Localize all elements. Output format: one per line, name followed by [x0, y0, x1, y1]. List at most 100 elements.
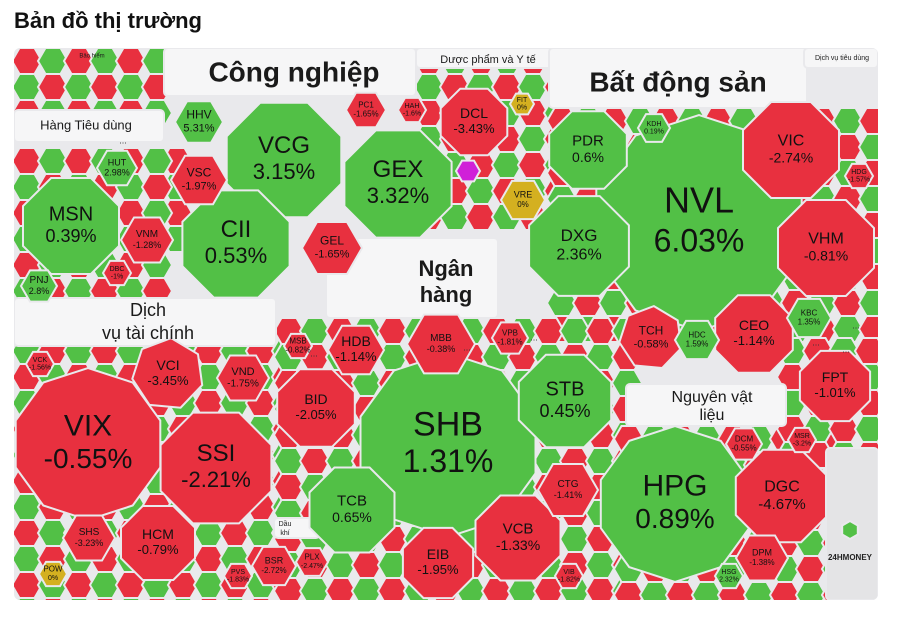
stock-cell-tcb[interactable]	[308, 466, 396, 554]
stock-cell-cii[interactable]	[181, 189, 291, 299]
tile-filler[interactable]	[857, 133, 878, 161]
stock-cell-dcm[interactable]	[724, 427, 764, 461]
stock-cell-pvs[interactable]	[222, 562, 254, 590]
stock-cell-vic[interactable]	[742, 101, 840, 199]
stock-cell-msb[interactable]	[282, 332, 314, 360]
stock-cell-hcm[interactable]	[120, 505, 196, 581]
stock-change-vci: -3.45%	[147, 373, 189, 388]
stock-cell-hsg[interactable]	[713, 562, 745, 590]
stock-cell-dgc[interactable]	[734, 448, 830, 544]
stock-cell-dbc[interactable]	[101, 259, 133, 287]
tile-filler[interactable]	[142, 597, 172, 600]
tile-filler[interactable]	[794, 581, 828, 600]
sector-label-htd: Hàng Tiêu dùng	[40, 117, 132, 132]
tile-filler[interactable]	[324, 577, 358, 600]
stock-cell-vnm[interactable]	[119, 216, 175, 264]
stock-change-dxg: 2.36%	[556, 247, 601, 264]
tile-filler[interactable]	[831, 315, 865, 343]
stock-cell-ceiling[interactable]	[454, 159, 482, 183]
stock-cell-eib[interactable]	[401, 526, 475, 600]
stock-cell-vhm[interactable]	[777, 199, 875, 297]
stock-cell-vre[interactable]	[499, 179, 547, 221]
tile-filler[interactable]	[857, 315, 878, 343]
stock-change-vhm: -0.81%	[804, 248, 848, 264]
stock-cell-fit[interactable]	[508, 92, 536, 116]
stock-ticker-tcb: TCB	[337, 493, 367, 510]
stock-cell-kbc[interactable]	[785, 297, 833, 339]
stock-cell-tch[interactable]	[618, 304, 683, 370]
stock-cell-vib[interactable]	[553, 562, 585, 590]
tile-filler[interactable]	[64, 597, 94, 600]
stock-cell-ctg[interactable]	[536, 463, 600, 517]
stock-cell-bsr[interactable]	[250, 545, 298, 587]
stock-change-dgc: -4.67%	[758, 496, 806, 513]
stock-cell-hpg[interactable]	[599, 424, 751, 584]
tile-filler[interactable]	[38, 597, 68, 600]
tile-filler[interactable]	[140, 173, 174, 201]
stock-cell-hah[interactable]	[396, 96, 428, 124]
stock-cell-dcl[interactable]	[439, 87, 509, 157]
tile-filler[interactable]	[194, 597, 224, 600]
stock-cell-hdc[interactable]	[673, 319, 721, 361]
tile-filler[interactable]	[246, 597, 276, 600]
brand-logo-icon[interactable]	[841, 519, 859, 541]
tile-filler[interactable]	[612, 581, 646, 600]
stock-cell-ceo[interactable]	[714, 294, 794, 374]
stock-cell-hdg[interactable]	[843, 162, 875, 190]
tile-filler[interactable]	[220, 597, 250, 600]
tile-filler[interactable]	[376, 577, 410, 600]
tile-filler[interactable]	[857, 289, 878, 317]
stock-cell-dpm[interactable]	[734, 534, 790, 582]
stock-cell-mbb[interactable]	[405, 313, 477, 375]
stock-cell-vcg[interactable]	[225, 101, 343, 219]
stock-cell-gel[interactable]	[300, 221, 364, 275]
tile-filler[interactable]	[298, 577, 332, 600]
stock-cell-vck[interactable]	[24, 350, 56, 378]
sector-label-dk1: Dầu	[279, 519, 292, 528]
stock-cell-pnj[interactable]	[19, 269, 59, 303]
stock-cell-kdh[interactable]	[636, 113, 672, 143]
tile-filler[interactable]	[638, 581, 672, 600]
tile-filler[interactable]	[14, 597, 42, 600]
stock-ticker-ssi: SSI	[197, 440, 236, 467]
stock-cell-vsc[interactable]	[169, 154, 229, 206]
stock-cell-fpt[interactable]	[798, 349, 872, 423]
stock-cell-bid[interactable]	[276, 368, 356, 448]
stock-cell-vnd[interactable]	[215, 354, 271, 402]
tile-filler[interactable]	[690, 581, 724, 600]
sector-label-dvtc1: Dịch	[130, 300, 166, 320]
stock-cell-pdr[interactable]	[548, 110, 628, 190]
stock-change-vic: -2.74%	[769, 150, 813, 166]
tile-filler[interactable]	[168, 597, 198, 600]
stock-cell-gex[interactable]	[343, 129, 453, 239]
sector-label-nh1: Ngân	[419, 256, 474, 281]
stock-cell-hhv[interactable]	[173, 100, 225, 144]
tile-filler[interactable]	[350, 577, 384, 600]
tile-filler[interactable]	[857, 185, 878, 213]
tile-filler[interactable]	[140, 147, 174, 175]
tile-filler[interactable]	[90, 597, 120, 600]
stock-cell-shb[interactable]	[359, 351, 537, 539]
stock-cell-shs[interactable]	[61, 514, 117, 562]
stock-cell-vpb[interactable]	[490, 321, 530, 355]
tile-filler[interactable]	[464, 203, 498, 231]
stock-cell-vci[interactable]	[131, 336, 204, 409]
tile-filler[interactable]	[768, 581, 802, 600]
stock-cell-ssi[interactable]	[159, 411, 273, 525]
tile-filler[interactable]	[116, 597, 146, 600]
stock-cell-msn[interactable]	[22, 177, 120, 275]
stock-cell-plx[interactable]	[294, 547, 330, 577]
stock-cell-dxg[interactable]	[528, 195, 630, 297]
stock-cell-pow[interactable]	[37, 560, 69, 588]
tile-filler[interactable]	[664, 581, 698, 600]
stock-cell-stb[interactable]	[517, 353, 613, 449]
tile-filler[interactable]	[857, 107, 878, 135]
stock-cell-pc1[interactable]	[344, 91, 388, 129]
sector-label-nvl2: liệu	[700, 407, 725, 424]
tile-filler[interactable]	[742, 581, 776, 600]
tile-filler[interactable]	[853, 415, 878, 443]
tile-filler[interactable]	[584, 577, 618, 600]
stock-cell-msr[interactable]	[786, 426, 818, 454]
stock-cell-hut[interactable]	[95, 149, 139, 187]
stock-cell-hdb[interactable]	[326, 324, 386, 376]
